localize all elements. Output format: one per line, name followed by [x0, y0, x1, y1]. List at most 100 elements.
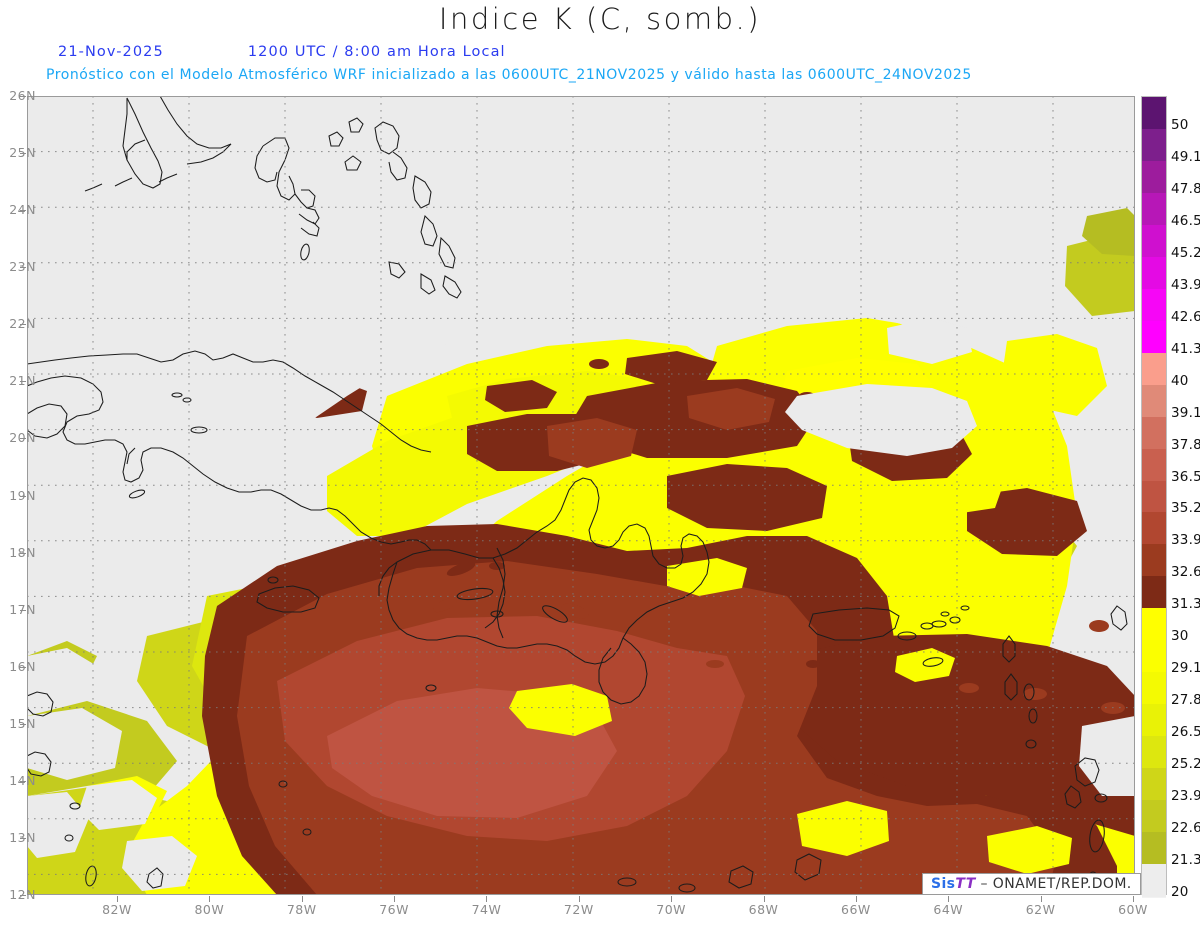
x-axis-label: 74W	[471, 902, 502, 917]
y-axis-tick	[20, 438, 26, 440]
k-index-contour-map	[27, 96, 1135, 895]
x-axis-label: 62W	[1025, 902, 1056, 917]
y-axis-label: 25N	[9, 145, 36, 161]
sistt-org-text: ONAMET/REP.DOM.	[992, 876, 1132, 892]
y-axis-tick	[20, 837, 26, 839]
yellow-intrusions	[85, 476, 1072, 874]
colorbar-tick-label: 49.1	[1171, 148, 1200, 165]
colorbar-band	[1142, 192, 1166, 227]
colorbar-band	[1142, 224, 1166, 259]
sistt-logo-badge: SisTT – ONAMET/REP.DOM.	[922, 873, 1141, 895]
colorbar-tick-label: 31.3	[1171, 596, 1200, 613]
y-axis-tick	[20, 609, 26, 611]
y-axis-label: 24N	[9, 202, 36, 218]
y-axis-label: 22N	[9, 316, 36, 332]
y-axis-tick	[20, 666, 26, 668]
y-axis-tick	[20, 210, 26, 212]
y-axis-label: 21N	[9, 373, 36, 389]
y-axis-label: 14N	[9, 772, 36, 788]
x-axis-label: 70W	[656, 902, 687, 917]
colorbar-band	[1142, 768, 1166, 802]
x-axis-tick	[1040, 896, 1042, 902]
grid-lines	[27, 96, 1135, 895]
colorbar-band	[1142, 97, 1166, 131]
sistt-sis-text: Sis	[931, 876, 956, 892]
y-axis-tick	[20, 780, 26, 782]
y-axis-tick	[20, 895, 26, 896]
colorbar-band	[1142, 448, 1166, 483]
colorbar-band	[1142, 416, 1166, 451]
x-axis-tick	[763, 896, 765, 902]
colorbar-band	[1142, 160, 1166, 195]
sistt-tt-text: TT	[955, 876, 976, 892]
y-axis-tick	[20, 324, 26, 326]
x-axis-label: 68W	[748, 902, 779, 917]
forecast-cycle: 1200 UTC / 8:00 am Hora Local	[247, 44, 506, 60]
y-axis-tick	[20, 267, 26, 269]
colorbar-band	[1142, 672, 1166, 706]
colorbar-band	[1142, 640, 1166, 674]
y-axis-label: 26N	[9, 88, 36, 103]
map-plot-area	[27, 96, 1135, 895]
y-axis-label: 23N	[9, 259, 36, 275]
x-axis-label: 72W	[563, 902, 594, 917]
x-axis-label: 66W	[841, 902, 871, 917]
colorbar-band	[1142, 352, 1166, 387]
x-axis-tick	[1133, 896, 1134, 902]
colorbar-tick-label: 36.5	[1171, 468, 1200, 485]
y-axis-tick	[20, 153, 26, 155]
y-axis-label: 13N	[9, 829, 36, 845]
colorbar-tick-label: 33.9	[1171, 532, 1200, 549]
y-axis-tick	[20, 495, 26, 497]
x-axis-tick	[578, 896, 580, 902]
x-axis-label: 76W	[379, 902, 409, 917]
colorbar-band	[1142, 544, 1166, 578]
colorbar-band	[1142, 288, 1166, 323]
band-below-20	[27, 96, 1135, 891]
x-axis-tick	[209, 896, 211, 902]
model-note: Pronóstico con el Modelo Atmosférico WRF…	[46, 67, 972, 83]
x-axis-label: 64W	[933, 902, 964, 917]
colorbar-tick-label: 25.2	[1171, 756, 1200, 773]
colorbar-tick-label: 27.8	[1171, 692, 1200, 709]
colorbar-band	[1142, 736, 1166, 770]
colorbar-band	[1142, 512, 1166, 547]
sistt-dash: –	[980, 876, 988, 892]
colorbar-tick-label: 41.3	[1171, 340, 1200, 357]
y-axis-label: 20N	[9, 430, 36, 446]
x-axis-tick	[855, 896, 857, 902]
colorbar-tick-label: 22.6	[1171, 820, 1200, 837]
colorbar-band	[1142, 128, 1166, 163]
colorbar-tick-label: 46.5	[1171, 212, 1200, 229]
x-axis-tick	[486, 896, 488, 902]
colorbar-tick-label: 43.9	[1171, 276, 1200, 293]
colorbar-tick-label: 47.8	[1171, 180, 1200, 197]
y-axis-label: 17N	[9, 601, 36, 617]
y-axis-label: 18N	[9, 544, 36, 560]
page-title: Indice K (C, somb.)	[438, 2, 762, 36]
colorbar-tick-label: 35.2	[1171, 500, 1200, 517]
colorbar-band	[1142, 800, 1166, 834]
colorbar-band	[1142, 384, 1166, 419]
forecast-datetime-line: 21-Nov-2025 1200 UTC / 8:00 am Hora Local	[58, 44, 506, 60]
colorbar-tick-label: 30	[1171, 628, 1189, 645]
x-axis-label: 78W	[286, 902, 317, 917]
y-axis-label: 15N	[9, 715, 36, 731]
colorbar-tick-label: 23.9	[1171, 788, 1200, 805]
colorbar-tick-label: 42.6	[1171, 308, 1200, 325]
colorbar-tick-label: 26.5	[1171, 724, 1200, 741]
colorbar-band	[1142, 608, 1166, 642]
y-axis-tick	[20, 723, 26, 725]
colorbar-tick-label: 45.2	[1171, 244, 1200, 261]
colorbar-tick-label: 39.1	[1171, 404, 1200, 421]
colorbar-tick-label: 50	[1171, 116, 1189, 133]
x-axis-tick	[117, 896, 118, 902]
x-axis-tick	[671, 896, 673, 902]
y-axis-label: 12N	[9, 887, 36, 902]
x-axis-tick	[301, 896, 303, 902]
colorbar-band	[1142, 576, 1166, 610]
colorbar-tick-label: 21.3	[1171, 852, 1200, 869]
y-axis-label: 16N	[9, 658, 36, 674]
coastlines	[27, 96, 1135, 895]
colorbar-band	[1142, 480, 1166, 515]
